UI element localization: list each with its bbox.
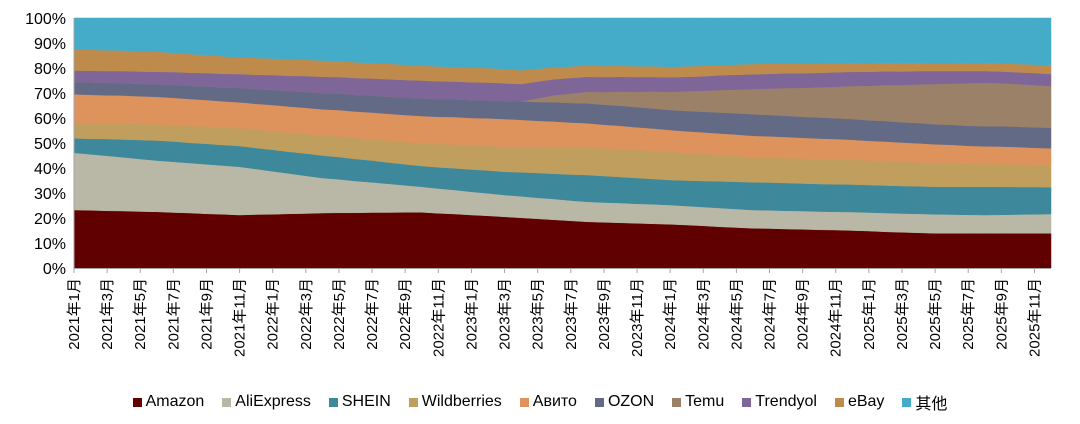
x-tick-label: 2023年9月 <box>596 278 613 350</box>
y-tick-label: 10% <box>34 236 66 253</box>
x-tick-label: 2025年5月 <box>927 278 944 350</box>
legend-label: AliExpress <box>235 393 311 410</box>
x-tick-label: 2025年3月 <box>894 278 911 350</box>
y-tick-label: 30% <box>34 186 66 203</box>
legend-item: AliExpress <box>222 393 311 411</box>
legend-swatch <box>328 397 338 407</box>
legend-swatch <box>594 397 604 407</box>
legend-swatch <box>222 397 232 407</box>
x-tick-label: 2025年7月 <box>960 278 977 350</box>
x-tick-label: 2023年3月 <box>497 278 514 350</box>
y-tick-label: 50% <box>34 136 66 153</box>
legend-item: SHEIN <box>328 393 391 411</box>
x-tick-label: 2021年11月 <box>232 278 249 357</box>
x-tick-label: 2021年3月 <box>99 278 116 350</box>
legend-label: Wildberries <box>421 393 502 410</box>
x-tick-label: 2022年7月 <box>364 278 381 350</box>
legend-label: SHEIN <box>341 393 391 410</box>
x-tick-label: 2024年5月 <box>728 278 745 350</box>
legend-swatch <box>834 397 844 407</box>
x-tick-label: 2025年9月 <box>993 278 1010 350</box>
y-tick-label: 100% <box>25 11 66 28</box>
y-tick-label: 80% <box>34 61 66 78</box>
legend-item: eBay <box>834 393 885 411</box>
legend: Amazon AliExpress SHEIN Wildberries Авито OZO… <box>0 390 1080 414</box>
legend-label: Авито <box>532 393 577 410</box>
x-tick-label: 2022年9月 <box>397 278 414 350</box>
y-tick-label: 20% <box>34 211 66 228</box>
legend-label: Temu <box>685 393 725 410</box>
legend-label: 其他 <box>915 396 948 413</box>
y-axis-tick-labels: 0% 10% 20% 30% 40% 50% 60% 70% 80% 90% 100% <box>25 11 66 278</box>
x-tick-label: 2024年1月 <box>662 278 679 350</box>
legend-swatch <box>742 397 752 407</box>
legend-item: 其他 <box>902 390 947 414</box>
legend-item: Amazon <box>132 393 205 411</box>
area-- <box>73 17 1052 71</box>
y-tick-label: 90% <box>34 36 66 53</box>
x-tick-label: 2024年3月 <box>695 278 712 350</box>
legend-item: Авито <box>519 393 577 411</box>
x-tick-label: 2023年11月 <box>629 278 646 357</box>
legend-swatch <box>519 397 529 407</box>
y-tick-label: 0% <box>43 261 66 278</box>
legend-item: Temu <box>672 393 724 411</box>
legend-item: Wildberries <box>408 393 502 411</box>
legend-item: Trendyol <box>742 393 817 411</box>
x-tick-label: 2022年11月 <box>430 278 447 357</box>
x-tick-label: 2022年5月 <box>331 278 348 350</box>
stacked-area-chart: 0% 10% 20% 30% 40% 50% 60% 70% 80% 90% 100% 2021年1… <box>25 11 1052 357</box>
x-tick-label: 2025年1月 <box>861 278 878 350</box>
legend-swatch <box>672 397 682 407</box>
legend-swatch <box>902 397 912 407</box>
x-tick-label: 2021年1月 <box>66 278 83 350</box>
legend-swatch <box>408 397 418 407</box>
legend-label: Trendyol <box>755 393 817 410</box>
legend-label: OZON <box>607 393 655 410</box>
x-tick-label: 2021年7月 <box>165 278 182 350</box>
legend-swatch <box>132 397 142 407</box>
x-tick-label: 2024年7月 <box>761 278 778 350</box>
x-tick-label: 2022年3月 <box>298 278 315 350</box>
x-axis-tick-labels: 2021年1月 2021年3月 2021年5月 2021年7月 2021年9月 2021年… <box>66 268 1043 357</box>
x-tick-label: 2024年11月 <box>828 278 845 357</box>
area-layers <box>73 17 1052 269</box>
x-tick-label: 2023年1月 <box>463 278 480 350</box>
x-tick-label: 2022年1月 <box>265 278 282 350</box>
y-tick-label: 70% <box>34 86 66 103</box>
y-tick-label: 60% <box>34 111 66 128</box>
legend-item: OZON <box>594 393 655 411</box>
y-tick-label: 40% <box>34 161 66 178</box>
x-tick-label: 2025年11月 <box>1026 278 1043 357</box>
x-tick-label: 2021年9月 <box>198 278 215 350</box>
axes <box>73 18 1051 269</box>
x-tick-label: 2023年7月 <box>563 278 580 350</box>
x-tick-label: 2023年5月 <box>530 278 547 350</box>
legend-label: eBay <box>847 393 885 410</box>
x-tick-label: 2024年9月 <box>795 278 812 350</box>
legend-label: Amazon <box>145 393 205 410</box>
x-tick-label: 2021年5月 <box>132 278 149 350</box>
